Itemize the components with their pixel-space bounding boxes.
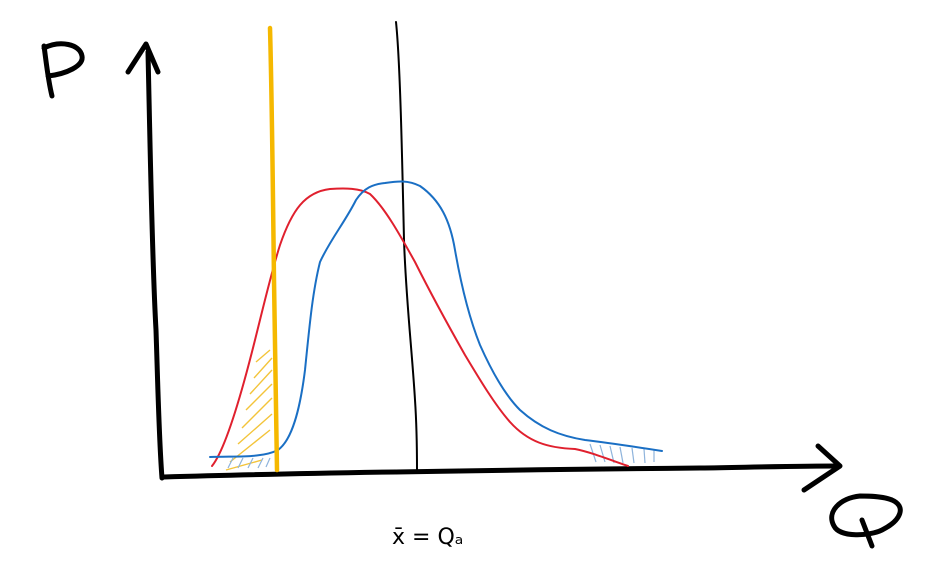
p-label-glyph xyxy=(41,41,85,99)
blue-hatch-left xyxy=(227,457,271,469)
y-axis-arrowhead xyxy=(125,41,161,75)
mean-label: x̄ = Qₐ xyxy=(392,525,463,550)
blue-curve xyxy=(209,180,663,458)
yellow-line xyxy=(267,25,280,473)
y-axis-line xyxy=(145,49,165,481)
mean-line xyxy=(395,21,418,471)
y-axis-label: P xyxy=(60,69,61,71)
x-axis-arrowhead xyxy=(801,443,843,493)
yellow-hatch-region xyxy=(225,349,273,471)
blue-hatch-right xyxy=(589,443,655,464)
x-axis-label: Q xyxy=(866,519,867,521)
x-axis-line xyxy=(161,463,841,480)
q-label-glyph xyxy=(829,493,903,549)
red-curve xyxy=(211,187,629,467)
